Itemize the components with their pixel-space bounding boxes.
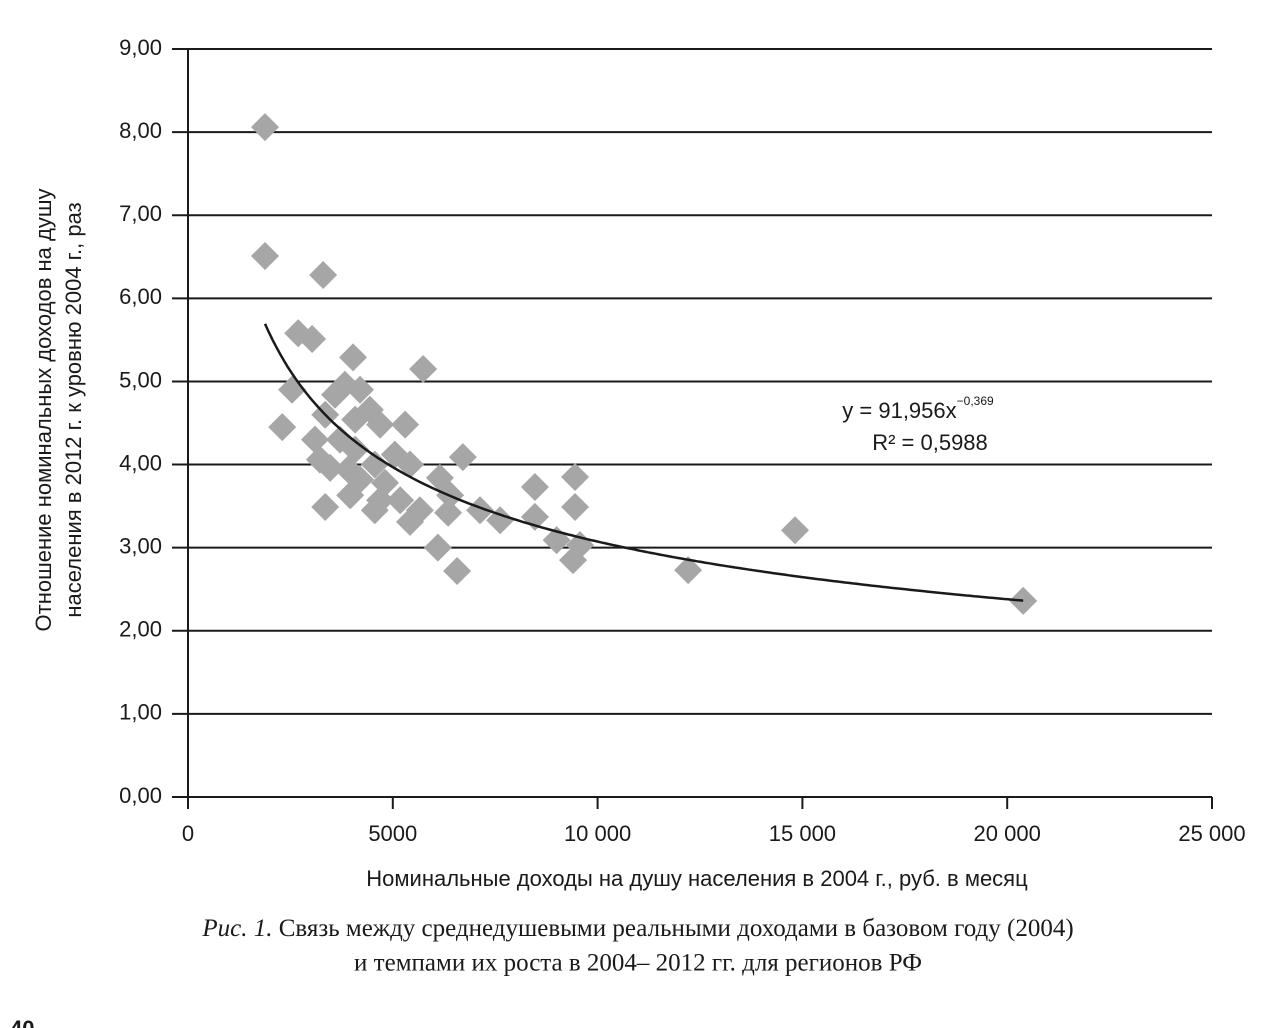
y-axis-label-group: Отношение номинальных доходов на душу на… <box>31 189 86 632</box>
point <box>298 325 327 354</box>
point <box>311 492 340 521</box>
point <box>386 486 415 515</box>
point <box>391 410 420 439</box>
caption-label: Рис. 1. <box>201 915 272 942</box>
x-tick-label: 5000 <box>368 821 417 846</box>
y-tick-label: 1,00 <box>119 700 162 725</box>
x-tick-label: 20 000 <box>974 821 1041 846</box>
x-tick-label: 0 <box>182 821 194 846</box>
point <box>781 516 810 545</box>
x-tick-label: 15 000 <box>769 821 836 846</box>
point <box>674 556 703 585</box>
point <box>561 463 590 492</box>
y-tick-label: 6,00 <box>119 284 162 309</box>
y-axis-label: населения в 2012 г. к уровню 2004 г., ра… <box>61 202 86 617</box>
point <box>336 481 365 510</box>
point <box>559 546 588 575</box>
caption-line: Рис. 1. Связь между среднедушевыми реаль… <box>201 915 1073 942</box>
equation: y = 91,956x <box>842 398 956 423</box>
page-number: 40 <box>10 1016 34 1028</box>
y-tick-label: 2,00 <box>119 617 162 642</box>
point <box>396 507 425 536</box>
caption-text: Связь между среднедушевыми реальными дох… <box>279 915 1074 942</box>
point <box>346 375 375 404</box>
point <box>561 492 590 521</box>
y-tick-label: 4,00 <box>119 450 162 475</box>
x-tick-label: 25 000 <box>1178 821 1245 846</box>
point <box>341 405 370 434</box>
point <box>268 413 297 442</box>
point <box>434 498 463 527</box>
point <box>300 425 329 454</box>
y-tick-label: 9,00 <box>119 35 162 60</box>
point <box>366 486 395 515</box>
x-tick-label: 10 000 <box>564 821 631 846</box>
point <box>423 533 452 562</box>
point <box>443 556 472 585</box>
point <box>251 113 280 142</box>
y-tick-label: 3,00 <box>119 533 162 558</box>
point <box>251 241 280 270</box>
point <box>520 472 549 501</box>
point <box>466 496 495 525</box>
point <box>360 450 389 479</box>
y-tick-label: 7,00 <box>119 201 162 226</box>
point <box>366 410 395 439</box>
point <box>448 443 477 472</box>
point <box>339 343 368 372</box>
point <box>278 375 307 404</box>
y-tick-label: 0,00 <box>119 783 162 808</box>
exponent: −0,369 <box>957 394 994 408</box>
point <box>396 450 425 479</box>
trend-line <box>263 323 1024 602</box>
point <box>409 354 438 383</box>
y-axis-label: Отношение номинальных доходов на душу <box>31 189 56 632</box>
point <box>309 261 338 290</box>
point <box>334 455 363 484</box>
trend-equation: y = 91,956x−0,369 <box>842 394 994 423</box>
y-tick-label: 8,00 <box>119 118 162 143</box>
y-tick-label: 5,00 <box>119 367 162 392</box>
x-axis-label: Номинальные доходы на душу населения в 2… <box>366 866 1028 891</box>
caption-line: и темпами их роста в 2004– 2012 гг. для … <box>354 950 922 977</box>
r-squared: R² = 0,5988 <box>872 430 988 455</box>
point <box>316 453 345 482</box>
